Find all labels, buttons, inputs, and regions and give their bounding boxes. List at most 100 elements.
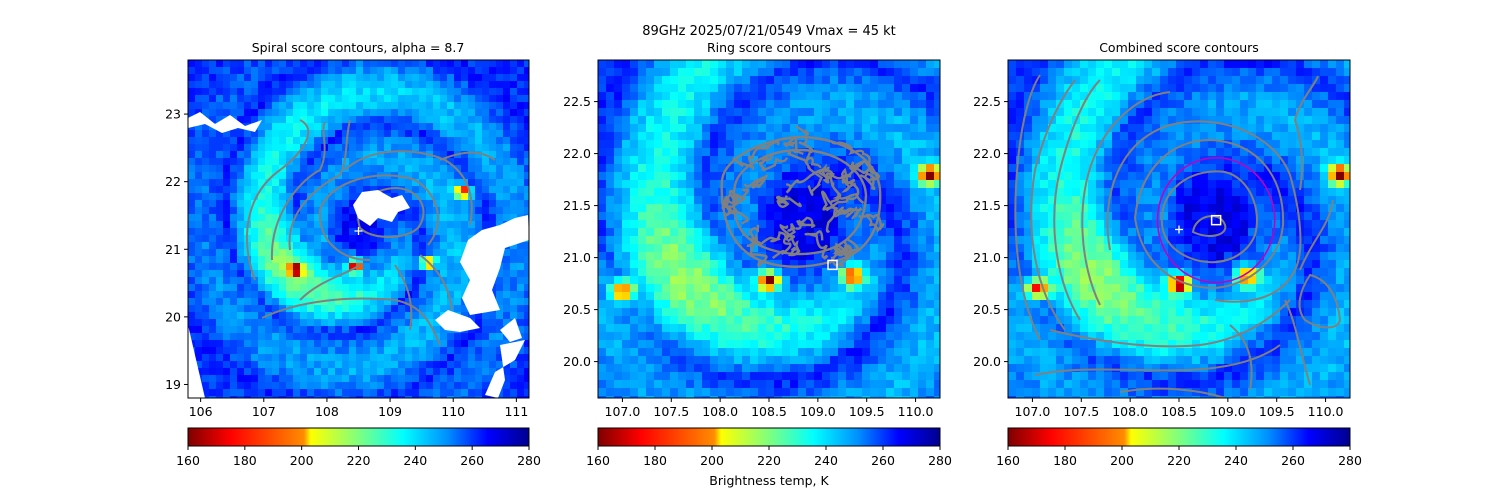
brightness-pixel <box>223 354 231 362</box>
brightness-pixel <box>710 252 719 261</box>
brightness-pixel <box>878 276 887 285</box>
brightness-pixel <box>694 284 703 293</box>
brightness-pixel <box>838 396 847 398</box>
brightness-pixel <box>670 372 679 381</box>
brightness-pixel <box>216 228 224 236</box>
brightness-pixel <box>293 193 301 201</box>
brightness-pixel <box>614 260 623 269</box>
brightness-pixel <box>1096 148 1105 157</box>
brightness-pixel <box>454 67 462 75</box>
brightness-pixel <box>646 300 655 309</box>
brightness-pixel <box>195 88 203 96</box>
brightness-pixel <box>766 316 775 325</box>
brightness-pixel <box>461 354 469 362</box>
brightness-pixel <box>258 81 266 89</box>
brightness-pixel <box>314 305 322 313</box>
brightness-pixel <box>726 380 735 389</box>
brightness-pixel <box>363 284 371 292</box>
brightness-pixel <box>314 284 322 292</box>
brightness-pixel <box>806 324 815 333</box>
brightness-pixel <box>662 172 671 181</box>
brightness-pixel <box>461 277 469 285</box>
brightness-pixel <box>606 268 615 277</box>
brightness-pixel <box>662 300 671 309</box>
brightness-pixel <box>244 340 252 348</box>
brightness-pixel <box>678 236 687 245</box>
brightness-pixel <box>517 81 525 89</box>
brightness-pixel <box>251 165 259 173</box>
brightness-pixel <box>482 172 490 180</box>
brightness-pixel <box>598 300 607 309</box>
brightness-pixel <box>209 389 217 397</box>
brightness-pixel <box>790 92 799 101</box>
brightness-pixel <box>766 324 775 333</box>
panel-ring: Ring score contours 107.0 107.5 108.0 108.5… <box>563 40 941 419</box>
brightness-pixel <box>678 260 687 269</box>
brightness-pixel <box>377 116 385 124</box>
brightness-pixel <box>1128 84 1137 93</box>
brightness-pixel <box>782 204 791 213</box>
brightness-pixel <box>1320 100 1329 109</box>
brightness-pixel <box>1024 68 1033 77</box>
brightness-pixel <box>286 207 294 215</box>
brightness-pixel <box>662 140 671 149</box>
brightness-pixel <box>1008 92 1017 101</box>
brightness-pixel <box>510 102 518 110</box>
brightness-pixel <box>475 88 483 96</box>
brightness-pixel <box>694 188 703 197</box>
brightness-pixel <box>1048 140 1057 149</box>
brightness-pixel <box>1184 156 1193 165</box>
brightness-pixel <box>1304 156 1313 165</box>
brightness-pixel <box>209 284 217 292</box>
brightness-pixel <box>806 292 815 301</box>
brightness-pixel <box>806 260 815 269</box>
brightness-pixel <box>377 137 385 145</box>
brightness-pixel <box>1096 124 1105 133</box>
brightness-pixel <box>370 179 378 187</box>
brightness-pixel <box>718 236 727 245</box>
brightness-pixel <box>1320 132 1329 141</box>
brightness-pixel <box>1312 68 1321 77</box>
figure-title: 89GHz 2025/07/21/0549 Vmax = 45 kt <box>642 24 896 39</box>
brightness-pixel <box>726 316 735 325</box>
brightness-pixel <box>854 348 863 357</box>
brightness-pixel <box>638 284 647 293</box>
brightness-pixel <box>830 276 839 285</box>
brightness-pixel <box>1264 76 1273 85</box>
brightness-pixel <box>742 388 751 397</box>
brightness-pixel <box>678 68 687 77</box>
brightness-pixel <box>606 84 615 93</box>
brightness-pixel <box>1080 108 1089 117</box>
brightness-pixel <box>426 347 434 355</box>
brightness-pixel <box>258 368 266 376</box>
brightness-pixel <box>934 132 940 141</box>
brightness-pixel <box>370 298 378 306</box>
brightness-pixel <box>279 67 287 75</box>
brightness-pixel <box>814 324 823 333</box>
brightness-pixel <box>686 180 695 189</box>
brightness-pixel <box>447 249 455 257</box>
brightness-pixel <box>258 396 266 398</box>
brightness-pixel <box>440 396 448 398</box>
brightness-pixel <box>1024 156 1033 165</box>
brightness-pixel <box>838 124 847 133</box>
brightness-pixel <box>806 380 815 389</box>
brightness-pixel <box>342 396 350 398</box>
brightness-pixel <box>1176 156 1185 165</box>
brightness-pixel <box>517 375 525 383</box>
ring-contour-squiggle <box>758 153 789 171</box>
brightness-pixel <box>822 180 831 189</box>
brightness-pixel <box>412 214 420 222</box>
brightness-pixel <box>419 305 427 313</box>
brightness-pixel <box>1168 76 1177 85</box>
brightness-pixel <box>622 252 631 261</box>
brightness-pixel <box>384 81 392 89</box>
brightness-pixel <box>926 156 935 165</box>
brightness-pixel <box>1144 60 1153 69</box>
brightness-pixel <box>638 180 647 189</box>
brightness-pixel <box>475 214 483 222</box>
brightness-pixel <box>398 67 406 75</box>
brightness-pixel <box>838 108 847 117</box>
brightness-pixel <box>223 179 231 187</box>
brightness-pixel <box>447 382 455 390</box>
